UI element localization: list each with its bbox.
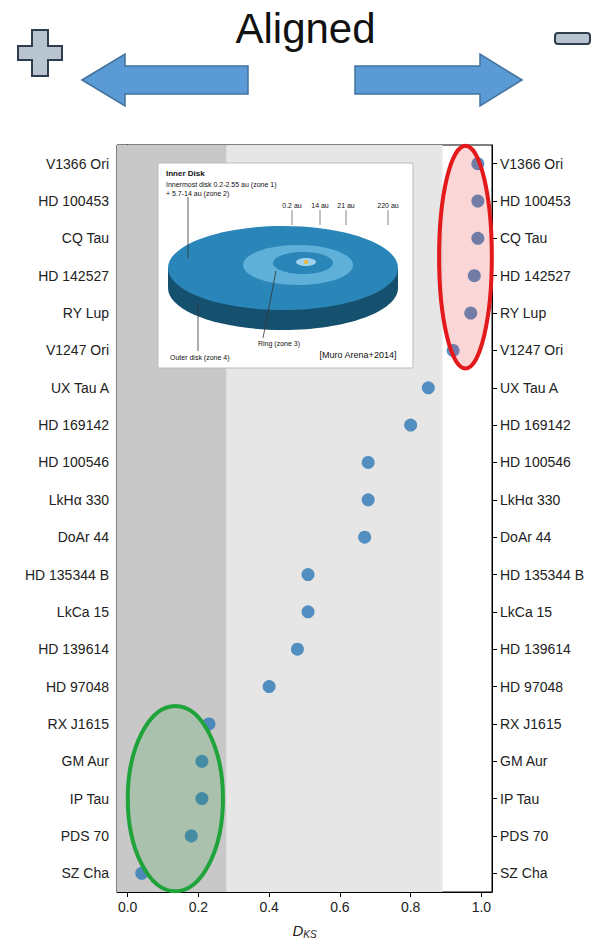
svg-text:V1366 Ori: V1366 Ori [46,156,109,172]
svg-text:PDS 70: PDS 70 [61,828,109,844]
svg-text:Outer disk (zone 4): Outer disk (zone 4) [170,354,230,362]
svg-text:HD 97048: HD 97048 [46,679,109,695]
svg-text:HD 142527: HD 142527 [38,268,109,284]
svg-text:RY Lup: RY Lup [63,305,109,321]
svg-text:HD 135344 B: HD 135344 B [500,567,584,583]
svg-text:0.6: 0.6 [330,899,350,915]
svg-text:0.8: 0.8 [401,899,421,915]
svg-text:CQ Tau: CQ Tau [62,230,109,246]
svg-text:14 au: 14 au [311,202,329,209]
svg-text:RX J1615: RX J1615 [500,716,562,732]
svg-text:0.2 au: 0.2 au [282,202,302,209]
svg-text:LkCa 15: LkCa 15 [500,604,552,620]
svg-text:V1247 Ori: V1247 Ori [46,342,109,358]
svg-text:HD 97048: HD 97048 [500,679,563,695]
svg-text:HD 100453: HD 100453 [38,193,109,209]
svg-text:D: D [292,922,303,939]
svg-text:0.4: 0.4 [259,899,279,915]
svg-text:HD 100546: HD 100546 [38,454,109,470]
svg-text:HD 139614: HD 139614 [38,641,109,657]
svg-text:HD 169142: HD 169142 [38,417,109,433]
svg-text:HD 135344 B: HD 135344 B [25,567,109,583]
svg-text:Innermost disk 0.2-2.55 au (zo: Innermost disk 0.2-2.55 au (zone 1) [166,181,277,189]
svg-text:SZ Cha: SZ Cha [62,865,110,881]
svg-text:0.2: 0.2 [189,899,209,915]
svg-text:HD 100453: HD 100453 [500,193,571,209]
svg-text:DoAr 44: DoAr 44 [500,529,552,545]
svg-text:IP Tau: IP Tau [500,791,539,807]
svg-text:Aligned: Aligned [235,5,375,52]
svg-text:220 au: 220 au [377,202,399,209]
svg-text:+ 5.7-14 au (zone 2): + 5.7-14 au (zone 2) [166,190,229,198]
svg-text:Ring (zone 3): Ring (zone 3) [258,340,300,348]
svg-text:DoAr 44: DoAr 44 [58,529,110,545]
svg-text:0.0: 0.0 [118,899,138,915]
svg-text:RY Lup: RY Lup [500,305,546,321]
svg-text:V1366 Ori: V1366 Ori [500,156,563,172]
svg-text:GM Aur: GM Aur [62,753,110,769]
svg-text:LkHα 330: LkHα 330 [500,492,560,508]
svg-text:GM Aur: GM Aur [500,753,548,769]
svg-text:KS: KS [303,929,317,940]
svg-text:LkHα 330: LkHα 330 [49,492,109,508]
svg-text:HD 169142: HD 169142 [500,417,571,433]
svg-text:[Muro Arena+2014]: [Muro Arena+2014] [320,350,397,360]
svg-text:HD 100546: HD 100546 [500,454,571,470]
svg-text:IP Tau: IP Tau [70,791,109,807]
svg-text:SZ Cha: SZ Cha [500,865,548,881]
svg-text:21 au: 21 au [337,202,355,209]
svg-text:LkCa 15: LkCa 15 [57,604,109,620]
svg-text:UX Tau A: UX Tau A [500,380,559,396]
svg-text:Inner Disk: Inner Disk [166,169,205,178]
svg-text:RX J1615: RX J1615 [48,716,110,732]
svg-text:CQ Tau: CQ Tau [500,230,547,246]
svg-text:1.0: 1.0 [472,899,492,915]
svg-text:PDS 70: PDS 70 [500,828,548,844]
svg-text:UX Tau A: UX Tau A [51,380,110,396]
svg-text:HD 142527: HD 142527 [500,268,571,284]
svg-text:V1247 Ori: V1247 Ori [500,342,563,358]
svg-text:HD 139614: HD 139614 [500,641,571,657]
